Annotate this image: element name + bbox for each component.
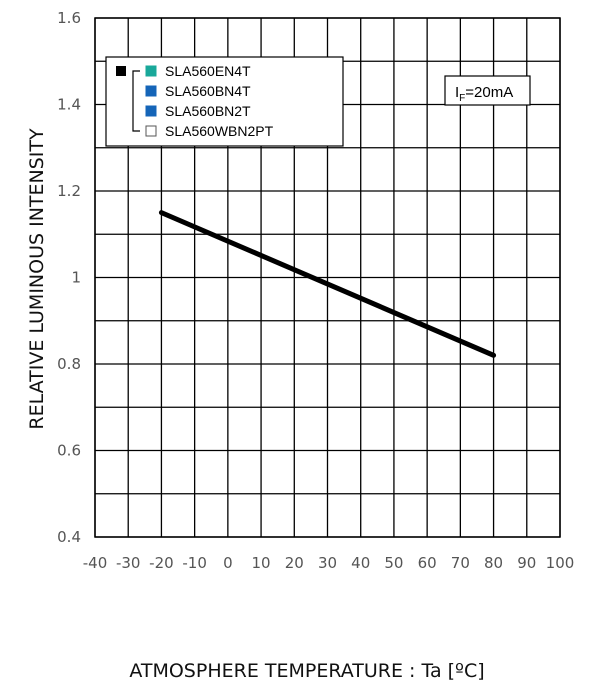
x-tick-label: 20 — [285, 554, 304, 572]
x-tick-label: 70 — [451, 554, 470, 572]
x-tick-label: -10 — [182, 554, 207, 572]
legend-group-marker — [116, 66, 126, 76]
legend-swatch — [145, 65, 157, 77]
x-tick-label: -20 — [149, 554, 174, 572]
x-tick-labels: -40 -30 -20 -10 0 10 20 30 40 50 60 70 80 90 100 — [83, 554, 575, 572]
legend-swatch — [145, 105, 157, 117]
y-tick-label: 0.8 — [57, 355, 81, 373]
x-tick-label: 30 — [318, 554, 337, 572]
x-tick-label: -40 — [83, 554, 108, 572]
y-tick-label: 1 — [71, 269, 81, 287]
x-tick-label: -30 — [116, 554, 141, 572]
condition-symbol: I — [455, 84, 459, 101]
legend-label: SLA560EN4T — [165, 63, 251, 79]
y-tick-label: 1.6 — [57, 9, 81, 27]
y-tick-label: 0.4 — [57, 528, 81, 546]
legend: SLA560EN4T SLA560BN4T SLA560BN2T SLA560WBN2… — [105, 56, 344, 147]
x-tick-label: 40 — [351, 554, 370, 572]
legend-swatch — [145, 125, 157, 137]
legend-bracket — [132, 70, 140, 132]
series-line — [158, 210, 497, 358]
x-tick-label: 100 — [546, 554, 575, 572]
condition-subscript: F — [459, 93, 465, 104]
x-tick-label: 80 — [484, 554, 503, 572]
data-series — [158, 210, 497, 358]
y-tick-label: 1.4 — [57, 96, 81, 114]
condition-text: IF=20mA — [455, 84, 513, 104]
y-tick-labels: 0.4 0.6 0.8 1 1.2 1.4 1.6 — [57, 9, 81, 546]
plot-frame — [94, 17, 561, 538]
x-tick-label: 90 — [517, 554, 536, 572]
y-axis-title: RELATIVE LUMINOUS INTENSITY — [26, 128, 48, 430]
y-tick-label: 0.6 — [57, 442, 81, 460]
legend-swatch — [145, 85, 157, 97]
x-axis-title: ATMOSPHERE TEMPERATURE : Ta [ºC] — [129, 660, 484, 682]
x-tick-label: 10 — [252, 554, 271, 572]
legend-label: SLA560WBN2PT — [165, 123, 274, 139]
plot-area-border — [94, 17, 561, 538]
x-tick-label: 60 — [418, 554, 437, 572]
legend-label: SLA560BN2T — [165, 103, 251, 119]
condition-label: IF=20mA — [444, 75, 531, 106]
condition-box — [444, 75, 531, 106]
condition-value: =20mA — [465, 84, 513, 101]
legend-label: SLA560BN4T — [165, 83, 251, 99]
x-tick-label: 50 — [384, 554, 403, 572]
y-tick-label: 1.2 — [57, 182, 81, 200]
x-tick-label: 0 — [223, 554, 233, 572]
